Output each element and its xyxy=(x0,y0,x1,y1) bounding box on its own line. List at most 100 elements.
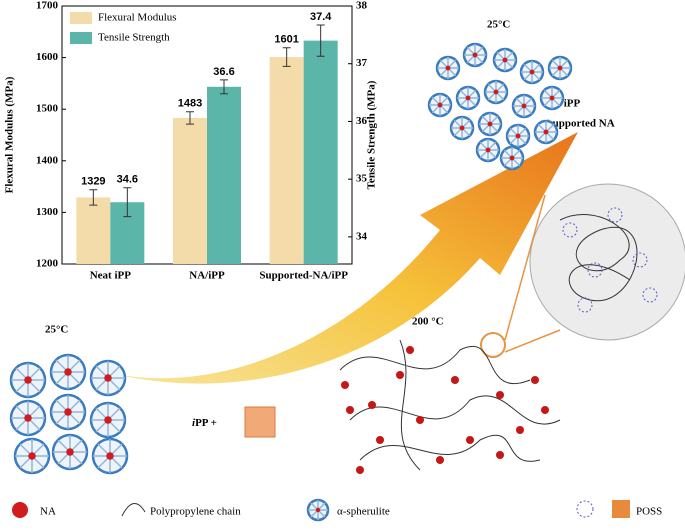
na-dot xyxy=(436,456,444,464)
temp-label: 25°C xyxy=(487,19,510,31)
na-core xyxy=(472,52,478,58)
error-bar xyxy=(282,47,291,67)
arrow xyxy=(105,132,578,384)
value-label: 37.4 xyxy=(310,11,332,23)
na-dot xyxy=(531,376,539,384)
label: iPP xyxy=(564,98,581,110)
x-tick-label: Neat iPP xyxy=(90,270,132,282)
legend-swatch xyxy=(70,32,92,44)
error-bar xyxy=(220,79,228,95)
y-tick-label: 1600 xyxy=(36,51,59,63)
na-dot xyxy=(541,406,549,414)
na-core xyxy=(445,65,451,71)
legend-chain xyxy=(121,503,146,517)
legend-text: α-spherulite xyxy=(337,506,390,518)
poss xyxy=(576,500,594,518)
na-core xyxy=(549,95,555,101)
zoom-lines xyxy=(504,194,561,353)
temp-label: 25°C xyxy=(45,324,68,336)
bar xyxy=(269,57,304,264)
legend-label: Flexural Modulus xyxy=(98,12,177,24)
na-dot xyxy=(346,406,354,414)
na-core xyxy=(64,368,72,376)
legend-swatch xyxy=(70,12,92,24)
na-core xyxy=(64,408,72,416)
poss xyxy=(642,287,658,303)
na-core xyxy=(315,507,321,513)
y2-tick-label: 38 xyxy=(356,0,368,12)
error-bar xyxy=(123,187,132,218)
na-core xyxy=(459,125,465,131)
value-label: 34.6 xyxy=(117,174,138,186)
zoom-circle xyxy=(529,183,685,341)
na-core xyxy=(28,452,36,460)
na-core xyxy=(557,65,563,71)
na-core xyxy=(521,103,527,109)
na-core xyxy=(509,155,515,161)
bar xyxy=(173,117,207,264)
legend-text: Polypropylene chain xyxy=(150,506,241,518)
na-core xyxy=(437,102,443,108)
legend-text: POSS xyxy=(636,506,662,518)
bar xyxy=(303,40,338,264)
poss xyxy=(632,252,648,268)
na-dot xyxy=(368,401,376,409)
na-dot xyxy=(451,376,459,384)
y-tick-label: 1500 xyxy=(36,103,59,115)
y-tick-label: 1200 xyxy=(36,258,59,270)
y-tick-label: 1400 xyxy=(36,154,59,166)
na-dot xyxy=(516,426,524,434)
legend-na xyxy=(12,502,28,518)
poss xyxy=(562,222,578,238)
na-dot xyxy=(496,451,504,459)
y2-tick-label: 34 xyxy=(356,230,368,242)
poss xyxy=(577,297,593,313)
na-dot xyxy=(496,391,504,399)
y2-tick-label: 35 xyxy=(356,173,368,185)
poss-cube xyxy=(244,406,276,438)
poss-cube xyxy=(612,500,630,518)
na-core xyxy=(515,133,521,139)
temp-label: 200 °C xyxy=(412,316,444,328)
x-tick-label: Supported-NA/iPP xyxy=(259,270,348,282)
na-core xyxy=(104,416,112,424)
y2-tick-label: 37 xyxy=(356,57,368,69)
na-dot xyxy=(416,416,424,424)
legend-text: NA xyxy=(40,506,56,518)
chain xyxy=(559,214,638,302)
chain xyxy=(339,339,561,471)
na-core xyxy=(485,147,491,153)
chart: 1200 1300 1400 1500 1600 1700 34 35 36 37 38 Flexur… xyxy=(4,0,378,282)
na-core xyxy=(529,69,535,75)
y-tick-label: 1300 xyxy=(36,206,59,218)
value-label: 1483 xyxy=(178,98,202,110)
na-core xyxy=(66,448,74,456)
y-tick-label: 1700 xyxy=(36,0,59,12)
na-dot xyxy=(356,466,364,474)
na-dot xyxy=(341,381,349,389)
y-axis-label: Flexural Modulus (MPa) xyxy=(4,76,16,193)
value-label: 1601 xyxy=(274,34,298,46)
x-tick-label: NA/iPP xyxy=(189,270,225,282)
legend-label: Tensile Strength xyxy=(98,32,170,44)
label: iPP + xyxy=(192,417,217,429)
label: /supported NA xyxy=(544,118,614,130)
na-dot xyxy=(466,436,474,444)
na-core xyxy=(106,452,114,460)
bar xyxy=(76,197,111,264)
error-bar xyxy=(316,24,325,57)
na-core xyxy=(502,57,508,63)
zoom-ring xyxy=(480,332,506,358)
error-bar xyxy=(186,111,194,125)
na-core xyxy=(24,376,32,384)
na-core xyxy=(104,374,112,382)
value-label: 1329 xyxy=(81,176,105,188)
poss xyxy=(587,262,603,278)
bar xyxy=(207,86,241,265)
na-core xyxy=(543,129,549,135)
y2-tick-label: 36 xyxy=(356,115,368,127)
y2-axis-label: Tensile Strength (MPa) xyxy=(366,80,378,189)
error-bar xyxy=(89,189,98,206)
na-dot xyxy=(376,436,384,444)
